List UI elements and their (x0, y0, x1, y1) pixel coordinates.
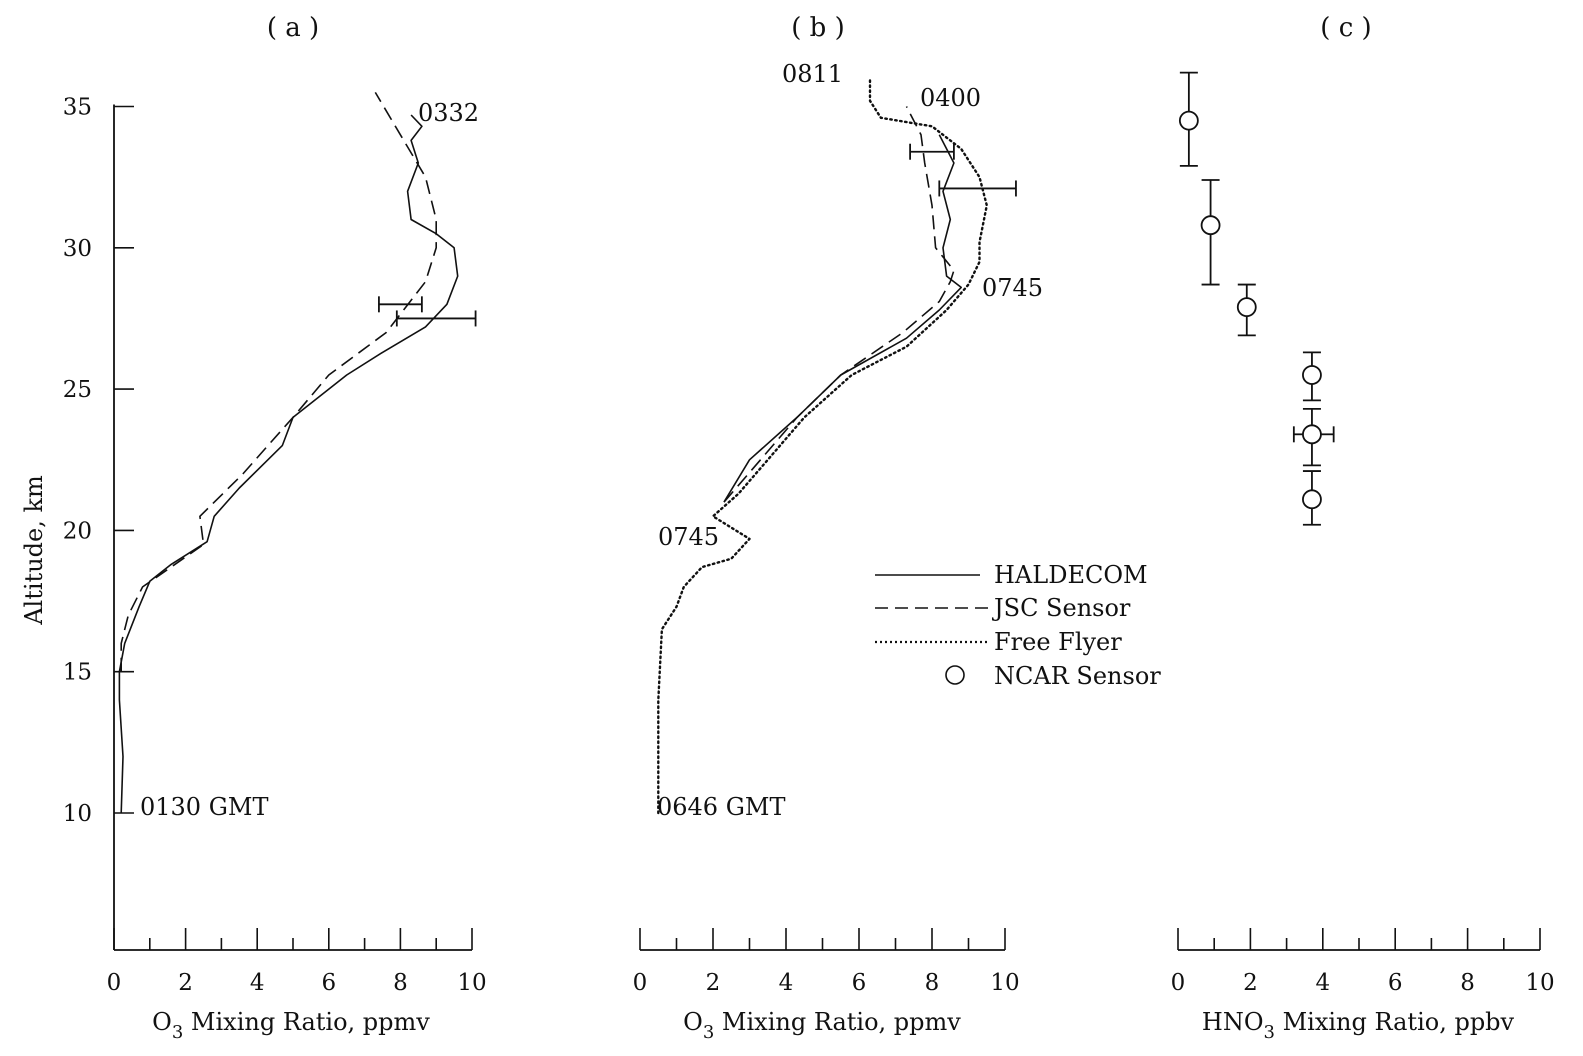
x-tick-label-a: 4 (250, 970, 265, 996)
annotation-a-0130-gmt: 0130 GMT (140, 793, 268, 821)
x-tick-label-a: 10 (457, 970, 486, 996)
series-jsc-sensor-a (120, 91, 437, 672)
panel-b-title: ( b ) (791, 13, 844, 43)
series-free-flyer-b (657, 77, 988, 815)
y-tick-label: 30 (63, 236, 92, 262)
legend: HALDECOM JSC Sensor Free Flyer NCAR Sens… (875, 561, 1161, 690)
legend-jsc-label: JSC Sensor (991, 594, 1131, 622)
panel-a-title: ( a ) (267, 13, 319, 43)
x-tick-label-a: 6 (321, 970, 336, 996)
series-jsc-sensor-b (723, 106, 955, 503)
y-axis-label: Altitude, km (20, 475, 48, 626)
series-haldecom-a (118, 114, 459, 814)
panel-a-axes: 0 2 4 6 8 10 (107, 928, 487, 996)
panel-c-axes: 0 2 4 6 8 10 (1171, 928, 1555, 996)
y-tick-label: 15 (63, 660, 92, 686)
panel-a-plot (118, 91, 477, 814)
legend-ncar-swatch (945, 665, 965, 685)
x-tick-label-b: 8 (925, 970, 940, 996)
ncar-point (1302, 365, 1322, 385)
annotation-b-0745-left: 0745 (658, 523, 719, 551)
x-tick-label-b: 4 (779, 970, 794, 996)
ncar-point (1302, 489, 1322, 510)
x-axis-label-c: HNO3 Mixing Ratio, ppbv (1202, 1008, 1515, 1043)
x-tick-label-c: 10 (1525, 970, 1554, 996)
x-tick-label-c: 8 (1460, 970, 1475, 996)
legend-free-flyer-label: Free Flyer (994, 628, 1122, 656)
y-tick-label: 20 (63, 518, 92, 544)
x-tick-label-b: 10 (990, 970, 1019, 996)
ncar-point (1236, 297, 1257, 318)
series-haldecom-b (723, 134, 962, 503)
ncar-point (1302, 424, 1322, 445)
panel-c-plot (1178, 71, 1335, 526)
y-tick-label: 35 (63, 95, 92, 121)
x-tick-label-c: 0 (1171, 970, 1186, 996)
annotation-a-0332: 0332 (418, 99, 479, 127)
y-tick-label: 10 (63, 801, 92, 827)
panel-b-axes: 0 2 4 6 8 10 (633, 928, 1020, 996)
x-tick-label-b: 0 (633, 970, 648, 996)
x-axis-label-b: O3 Mixing Ratio, ppmv (683, 1008, 961, 1043)
annotation-b-0646-gmt: 0646 GMT (657, 793, 785, 821)
x-axis-label-a: O3 Mixing Ratio, ppmv (152, 1008, 430, 1043)
x-tick-label-b: 6 (852, 970, 867, 996)
x-tick-label-c: 2 (1243, 970, 1258, 996)
annotation-b-0400: 0400 (920, 84, 981, 112)
x-tick-label-c: 6 (1388, 970, 1403, 996)
annotation-b-0811: 0811 (782, 60, 843, 88)
panel-c-title: ( c ) (1320, 13, 1371, 43)
x-tick-label-a: 0 (107, 970, 122, 996)
y-tick-label: 25 (63, 377, 92, 403)
x-tick-label-c: 4 (1315, 970, 1330, 996)
x-tick-label-a: 8 (393, 970, 408, 996)
annotation-b-0745-right: 0745 (982, 274, 1043, 302)
ncar-point (1178, 110, 1199, 131)
x-tick-label-b: 2 (706, 970, 721, 996)
ncar-point (1200, 215, 1221, 236)
legend-ncar-label: NCAR Sensor (994, 662, 1161, 690)
legend-haldecom-label: HALDECOM (994, 561, 1148, 589)
panel-b-plot (657, 77, 1017, 815)
x-tick-label-a: 2 (178, 970, 193, 996)
y-axis: 10 15 20 25 30 35 (63, 95, 134, 950)
